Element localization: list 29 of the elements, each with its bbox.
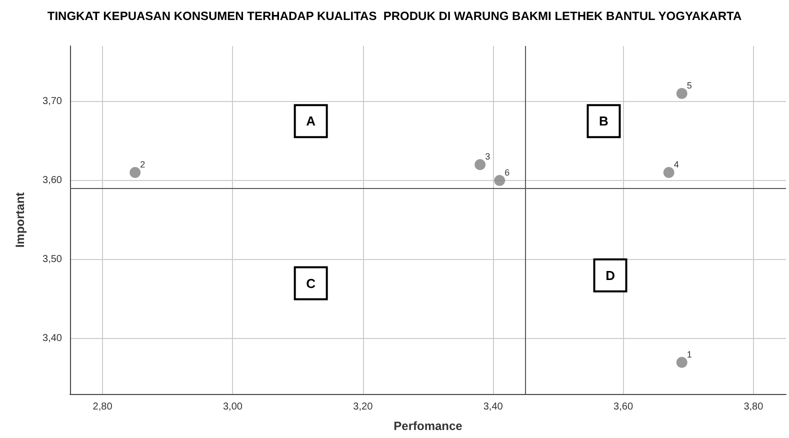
- annotation: 6: [504, 167, 510, 178]
- point: [130, 167, 141, 178]
- x-tick-label: 3,20: [353, 402, 374, 412]
- annotation: 4: [674, 160, 679, 170]
- y-tick-label: 3,50: [42, 254, 62, 266]
- point: [494, 174, 506, 186]
- x-tick-label: 2,80: [92, 402, 113, 412]
- y-tick-label: 3,70: [42, 96, 62, 107]
- point: [474, 159, 486, 170]
- annotation: A: [306, 114, 316, 129]
- annotation: 2: [140, 160, 146, 170]
- annotation: D: [606, 268, 615, 283]
- point: [676, 88, 688, 99]
- annotation: 1: [686, 349, 692, 360]
- annotation: 5: [686, 80, 692, 90]
- y-tick-label: 3,60: [42, 174, 62, 186]
- x-axis-title: Perfomance: [394, 419, 463, 433]
- y-tick-label: 3,40: [42, 333, 62, 344]
- annotation: 3: [485, 152, 490, 162]
- annotation: B: [599, 114, 608, 129]
- x-tick-label: 3,80: [744, 402, 764, 412]
- x-tick-label: 3,40: [483, 402, 504, 412]
- y-axis-title: Important: [13, 192, 27, 248]
- point: [663, 167, 674, 178]
- point: [676, 356, 688, 368]
- x-tick-label: 3,60: [614, 402, 634, 412]
- chart-title: TINGKAT KEPUASAN KONSUMEN TERHADAP KUALITAS PRODUK DI WARUNG BAKMI LETHEK BANTUL YOGYAKARTA: [47, 9, 742, 23]
- annotation: C: [306, 276, 316, 291]
- x-tick-label: 3,00: [222, 402, 243, 412]
